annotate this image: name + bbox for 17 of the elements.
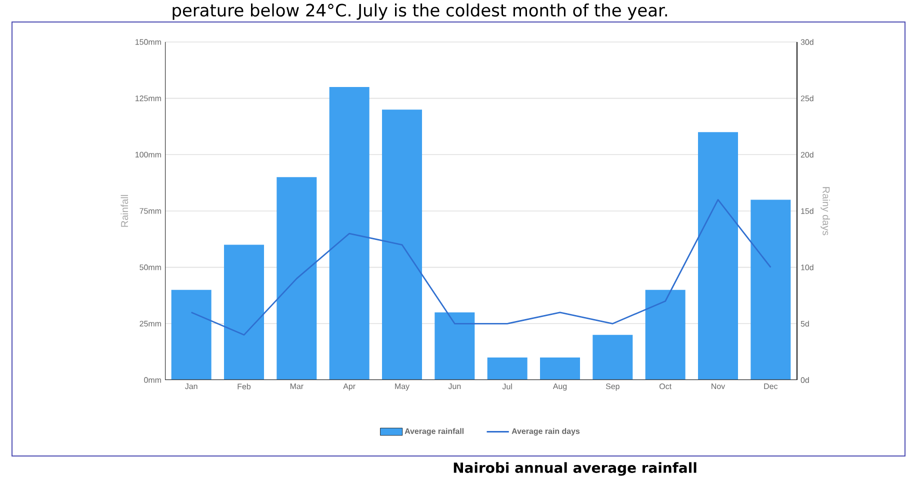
bar [540,357,580,380]
bar [487,357,528,380]
bar [382,110,422,380]
line-series [190,199,772,336]
text: Nairobi annual average rainfall [454,462,696,476]
bar [592,334,633,380]
bar [276,177,317,380]
text: perature below 24°C. July is the coldest month of the year. [172,3,667,20]
bar [750,200,791,380]
y2-axis-title: Rainy days [820,187,830,236]
bar [224,244,264,380]
bar [698,132,738,380]
y-axis-title: Rainfall [120,195,128,227]
bar [171,290,212,380]
bar [645,290,686,380]
bar [329,87,370,380]
bar [434,312,475,380]
